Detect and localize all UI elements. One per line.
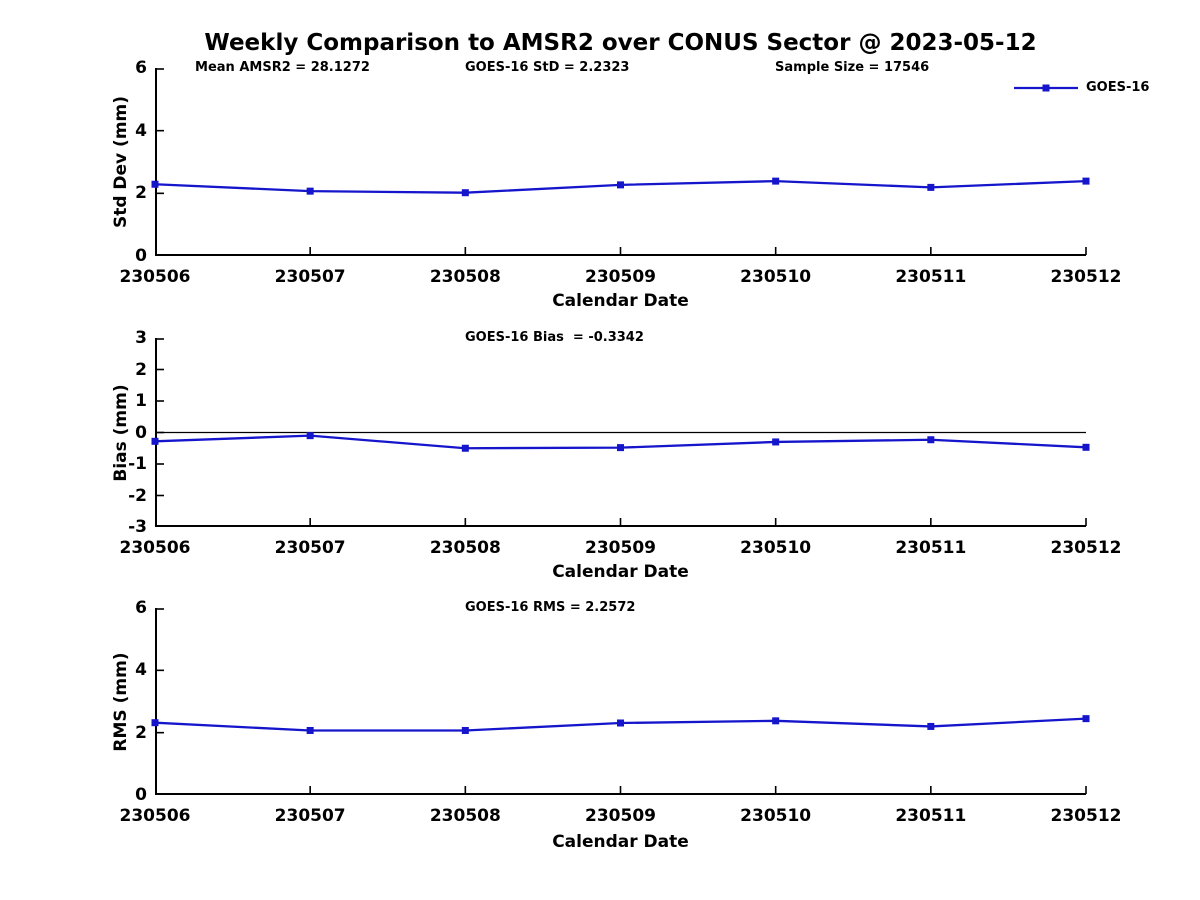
x-tick-label: 230506 [119,806,191,826]
data-point-marker [617,181,624,189]
data-point-marker [306,726,314,734]
y-tick-label: 2 [135,183,147,204]
chart-title: Weekly Comparison to AMSR2 over CONUS Se… [204,30,1037,56]
y-tick-label: 0 [135,246,147,266]
x-tick-label: 230512 [1050,806,1122,826]
x-tick-label: 230510 [740,538,812,558]
y-axis-title-std-dev: Std Dev (mm) [111,95,131,229]
data-point-marker [461,444,469,452]
axis-frame [155,338,1086,527]
x-axis-title-std-dev: Calendar Date [552,291,689,311]
legend: GOES-16 [1014,81,1149,95]
y-tick-label: 2 [135,359,147,380]
subplot-bias: Bias (mm) GOES-16 Bias = -0.3342 Calenda… [0,328,1200,582]
chart-canvas [151,338,1090,527]
plot-area-bias: GOES-16 Bias = -0.3342 [151,331,1090,527]
x-tick-label: 230511 [895,267,967,287]
plot-area-std-dev: Mean AMSR2 = 28.1272 GOES-16 StD = 2.232… [151,61,1090,256]
data-point-marker [927,722,935,730]
x-tick-label: 230507 [274,806,346,826]
subplot-std-dev: Std Dev (mm) Mean AMSR2 = 28.1272 GOES-1… [0,58,1200,311]
annotation-goes16-rms: GOES-16 RMS = 2.2572 [465,600,636,615]
x-tick-label: 230508 [429,538,501,558]
data-point-marker [1082,177,1090,185]
x-tick-label: 230506 [119,267,191,287]
data-point-marker [772,438,780,446]
data-point-marker [617,444,624,452]
annotation-mean-amsr2: Mean AMSR2 = 28.1272 [195,60,370,75]
plot-area-rms: GOES-16 RMS = 2.2572 [151,601,1090,795]
data-point-marker [151,180,159,188]
x-tick-label: 230507 [274,267,346,287]
x-tick-label: 230511 [895,538,967,558]
axis-frame [155,68,1086,256]
y-tick-label: 4 [135,120,147,141]
annotation-goes16-bias: GOES-16 Bias = -0.3342 [465,330,644,345]
x-tick-label: 230510 [740,267,812,287]
y-tick-label: -2 [128,485,147,506]
annotation-goes16-std: GOES-16 StD = 2.2323 [465,60,630,75]
y-tick-label: 0 [135,422,147,443]
x-tick-label: 230511 [895,806,967,826]
data-point-marker [1082,443,1090,451]
data-point-marker [461,189,469,197]
data-point-marker [1082,715,1090,723]
x-tick-label: 230509 [585,806,656,826]
data-point-marker [772,717,780,725]
x-tick-label: 230512 [1050,267,1122,287]
y-tick-label: 4 [135,660,147,681]
y-tick-label: 1 [135,391,147,411]
data-point-marker [151,719,159,727]
x-axis-title-rms: Calendar Date [552,832,689,852]
data-point-marker [151,437,159,445]
x-tick-label: 230508 [429,267,501,287]
x-tick-label: 230506 [119,538,191,558]
data-point-marker [617,719,624,727]
data-point-marker [927,436,935,444]
x-axis-title-bias: Calendar Date [552,562,689,582]
y-tick-label: 3 [135,328,147,348]
y-tick-label: -1 [128,454,147,474]
x-tick-label: 230509 [585,538,656,558]
x-tick-label: 230508 [429,806,501,826]
y-tick-label: -3 [128,517,147,537]
x-tick-label: 230509 [585,267,656,287]
data-point-marker [306,187,314,195]
y-tick-label: 6 [135,58,147,78]
data-point-marker [306,432,314,440]
subplot-rms: RMS (mm) GOES-16 RMS = 2.2572 Calendar D… [0,598,1200,852]
y-tick-label: 2 [135,722,147,743]
x-tick-label: 230510 [740,806,812,826]
chart-canvas [151,608,1090,795]
x-tick-label: 230507 [274,538,346,558]
data-point-marker [772,177,780,185]
legend-line-sample-icon [1014,84,1078,92]
legend-label: GOES-16 [1086,80,1150,95]
axis-frame [155,608,1086,795]
chart-canvas [151,68,1090,256]
y-tick-label: 0 [135,785,147,805]
annotation-sample-size: Sample Size = 17546 [775,60,930,75]
y-tick-label: 6 [135,598,147,618]
data-point-marker [927,183,935,191]
x-tick-label: 230512 [1050,538,1122,558]
data-point-marker [461,726,469,734]
